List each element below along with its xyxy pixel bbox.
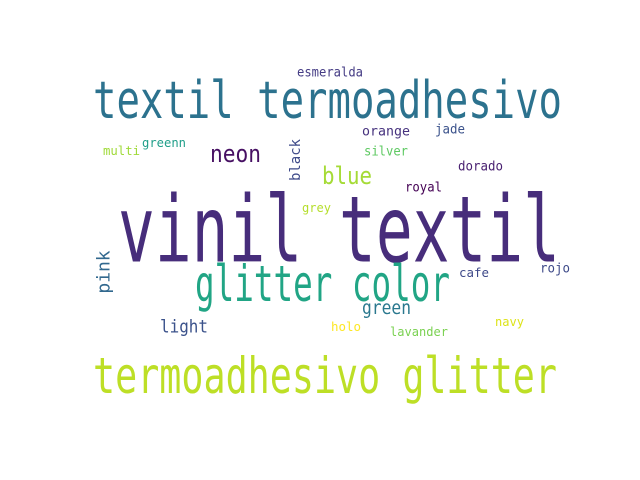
word: esmeralda <box>297 66 363 81</box>
word: light <box>160 317 208 338</box>
word: black <box>288 138 304 181</box>
word: navy <box>495 315 524 329</box>
word: termoadhesivo glitter <box>93 347 557 405</box>
word: blue <box>322 162 372 190</box>
word: green <box>362 297 411 319</box>
word: neon <box>210 140 261 168</box>
word: orange <box>362 125 410 140</box>
word: grey <box>302 201 331 215</box>
word: greenn <box>142 136 186 150</box>
word: silver <box>364 145 408 160</box>
word: rojo <box>540 262 570 277</box>
word: cafe <box>459 266 489 280</box>
word: textil termoadhesivo <box>93 71 562 131</box>
word: pink <box>94 250 115 293</box>
word: dorado <box>458 160 503 175</box>
word: lavander <box>390 325 448 339</box>
word: royal <box>405 181 442 196</box>
word: glitter color <box>195 255 450 313</box>
word: holo <box>331 320 361 334</box>
word: vinil textil <box>118 177 560 284</box>
word: multi <box>103 144 140 158</box>
word: jade <box>435 123 465 138</box>
